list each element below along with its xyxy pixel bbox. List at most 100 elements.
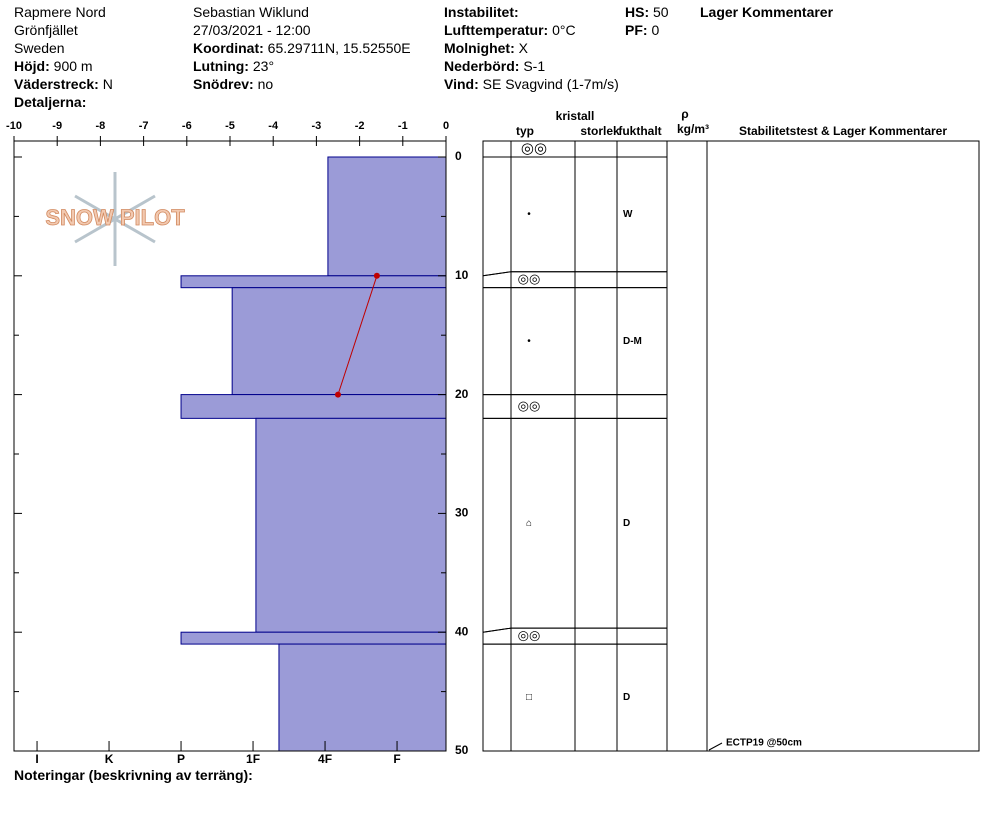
column-header: fukthalt bbox=[618, 124, 661, 138]
moisture: D bbox=[623, 518, 630, 529]
field: PF: 0 bbox=[625, 21, 669, 39]
logo-text: SNOW PILOT bbox=[45, 205, 185, 230]
moisture: W bbox=[623, 209, 633, 220]
grain-type: ◎◎ bbox=[518, 398, 541, 413]
field-value: SE Svagvind (1-7m/s) bbox=[482, 76, 619, 92]
temp-tick-label: -7 bbox=[139, 120, 149, 132]
header-col3: Instabilitet: Lufttemperatur: 0°C Molnighe… bbox=[444, 3, 619, 93]
field: Nederbörd: S-1 bbox=[444, 57, 619, 75]
field-label: Koordinat: bbox=[193, 40, 264, 56]
hardness-tick-label: 4F bbox=[318, 752, 332, 766]
observer: Sebastian Wiklund bbox=[193, 4, 309, 20]
temp-tick-label: -6 bbox=[182, 120, 192, 132]
column-header: typ bbox=[516, 124, 534, 138]
column-header: storlek bbox=[580, 124, 620, 138]
field-value: N bbox=[102, 76, 113, 92]
depth-tick-label: 0 bbox=[455, 149, 462, 163]
stability-arrow bbox=[708, 742, 723, 751]
field-label: Snödrev: bbox=[193, 76, 254, 92]
field: Instabilitet: bbox=[444, 3, 619, 21]
field-value: 65.29711N, 15.52550E bbox=[267, 40, 411, 56]
field-label: Väderstreck: bbox=[14, 76, 99, 92]
temp-tick-label: -5 bbox=[225, 120, 235, 132]
depth-tick-label: 30 bbox=[455, 506, 469, 520]
table-frame bbox=[482, 140, 980, 752]
temperature-point bbox=[373, 272, 380, 279]
hardness-tick-label: 1F bbox=[246, 752, 260, 766]
hardness-tick-label: F bbox=[393, 752, 400, 766]
field-value: 0°C bbox=[552, 22, 576, 38]
column-header: ρ bbox=[681, 107, 688, 121]
field-label: Höjd: bbox=[14, 58, 50, 74]
depth-tick-label: 50 bbox=[455, 743, 469, 757]
datetime: 27/03/2021 - 12:00 bbox=[193, 22, 311, 38]
hardness-bar bbox=[231, 287, 447, 396]
field-value: S-1 bbox=[523, 58, 546, 74]
field: Snödrev: no bbox=[193, 75, 411, 93]
field-value: 23° bbox=[252, 58, 275, 74]
grain-type: ◎◎ bbox=[518, 628, 541, 643]
depth-tick-label: 40 bbox=[455, 624, 469, 638]
area: Grönfjället bbox=[14, 22, 78, 38]
header-col2: Sebastian Wiklund 27/03/2021 - 12:00 Koo… bbox=[193, 3, 411, 93]
footer: Noteringar (beskrivning av terräng): bbox=[14, 767, 253, 783]
field: HS: 50 bbox=[625, 3, 669, 21]
temperature-point bbox=[335, 391, 341, 398]
hardness-tick-label: I bbox=[35, 752, 38, 766]
logo bbox=[74, 172, 156, 266]
column-header: Stabilitetstest & Lager Kommentarer bbox=[739, 124, 947, 138]
field-label: Instabilitet: bbox=[444, 4, 519, 20]
field-label: Vind: bbox=[444, 76, 479, 92]
temp-tick-label: -8 bbox=[96, 120, 106, 132]
hardness-bar bbox=[180, 275, 447, 289]
field-value: no bbox=[257, 76, 274, 92]
temp-tick-label: -4 bbox=[268, 120, 279, 132]
temp-tick-label: -10 bbox=[6, 120, 22, 132]
temp-tick-label: -3 bbox=[312, 120, 322, 132]
field-label: Lutning: bbox=[193, 58, 249, 74]
field-label: Detaljerna: bbox=[14, 94, 87, 110]
comments-title: Lager Kommentarer bbox=[700, 4, 834, 20]
layer-connector bbox=[482, 271, 512, 277]
field-label: PF: bbox=[625, 22, 648, 38]
hardness-bar bbox=[278, 643, 447, 752]
grain-type: ◎◎ bbox=[518, 271, 541, 286]
header-col1: Rapmere Nord Grönfjället Sweden Höjd: 90… bbox=[14, 3, 113, 111]
layer-connector bbox=[482, 627, 512, 633]
column-header: kristall bbox=[556, 109, 595, 123]
temp-tick-label: 0 bbox=[443, 120, 449, 132]
depth-tick-label: 10 bbox=[455, 268, 469, 282]
stability-test: ECTP19 @50cm bbox=[726, 738, 802, 749]
hardness-bar bbox=[255, 417, 447, 633]
hardness-bar bbox=[327, 156, 447, 277]
temp-tick-label: -2 bbox=[355, 120, 365, 132]
hardness-tick-label: P bbox=[177, 752, 185, 766]
temperature-line bbox=[337, 275, 378, 395]
header-col4: HS: 50 PF: 0 bbox=[625, 3, 669, 39]
field-label: Lufttemperatur: bbox=[444, 22, 549, 38]
site: Rapmere Nord bbox=[14, 4, 106, 20]
field: Lufttemperatur: 0°C bbox=[444, 21, 619, 39]
temp-tick-label: -1 bbox=[398, 120, 408, 132]
surface-grain: ◎◎ bbox=[521, 140, 547, 157]
field-label: HS: bbox=[625, 4, 650, 20]
depth-tick-label: 20 bbox=[455, 387, 469, 401]
field-value: 900 m bbox=[53, 58, 93, 74]
field: Molnighet: X bbox=[444, 39, 619, 57]
grain-type: ⌂ bbox=[526, 518, 532, 529]
grain-type: □ bbox=[526, 692, 532, 703]
temp-tick-label: -9 bbox=[52, 120, 62, 132]
hardness-bar bbox=[180, 631, 447, 645]
country: Sweden bbox=[14, 40, 65, 56]
column-header: kg/m³ bbox=[677, 122, 709, 136]
field: Detaljerna: bbox=[14, 93, 113, 111]
field: Väderstreck: N bbox=[14, 75, 113, 93]
field-value: 0 bbox=[651, 22, 660, 38]
grain-type: • bbox=[527, 209, 531, 220]
field: Höjd: 900 m bbox=[14, 57, 113, 75]
moisture: D-M bbox=[623, 336, 642, 347]
field: Koordinat: 65.29711N, 15.52550E bbox=[193, 39, 411, 57]
field: Vind: SE Svagvind (1-7m/s) bbox=[444, 75, 619, 93]
moisture: D bbox=[623, 692, 630, 703]
